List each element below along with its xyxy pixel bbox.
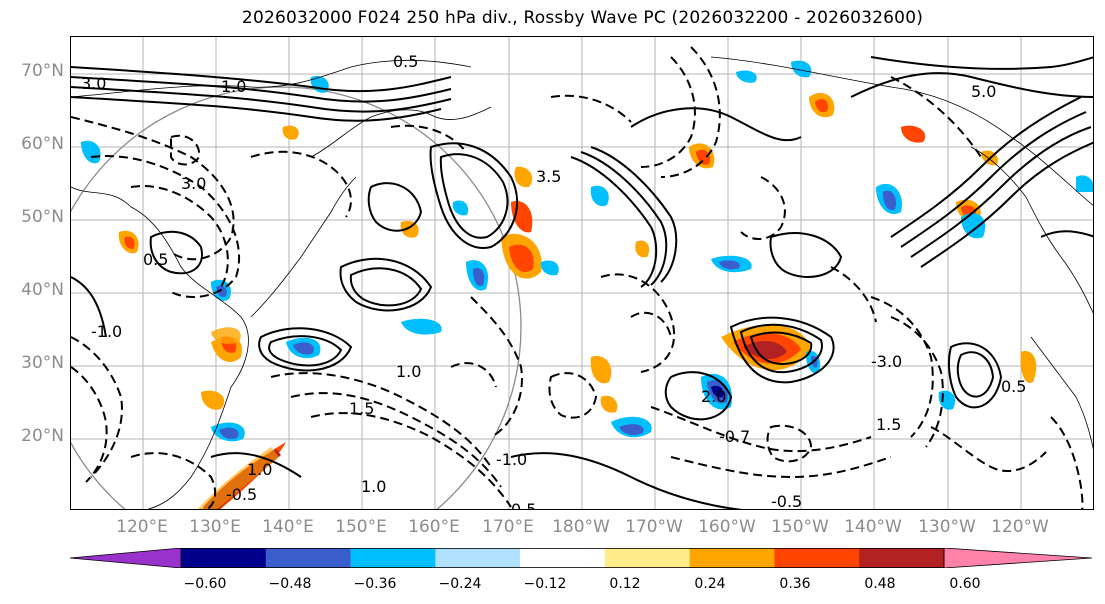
contour-label: 1.0 <box>221 77 246 96</box>
colorbar <box>50 547 1100 572</box>
colorbar-cell <box>774 548 860 568</box>
colorbar-tick: −0.60 <box>183 576 227 592</box>
contour-label: 1.5 <box>349 399 374 418</box>
positive-contours <box>71 56 1093 509</box>
colorbar-tick: 0.48 <box>864 576 896 592</box>
contour-label: -0.5 <box>226 485 257 504</box>
lon-label: 170°W <box>625 517 683 537</box>
lon-label: 150°W <box>771 517 829 537</box>
lat-label-70n: 70°N <box>21 61 64 81</box>
colorbar-tick: −0.36 <box>353 576 397 592</box>
colorbar-cell <box>689 548 775 568</box>
lon-label: 120°E <box>116 517 168 537</box>
contour-label: 3.5 <box>536 167 561 186</box>
lon-label: 160°W <box>698 517 756 537</box>
contour-label: 1.0 <box>361 477 386 496</box>
colorbar-border <box>180 548 945 569</box>
colorbar-tick: −0.24 <box>438 576 482 592</box>
colorbar-cell <box>604 548 691 568</box>
lat-label-50n: 50°N <box>21 207 64 227</box>
map-panel[interactable]: 3.0 1.0 0.5 3.0 0.5 5.0 0.5 -0.5 -1.0 1.… <box>70 36 1094 510</box>
contour-label: -3.0 <box>871 352 902 371</box>
lon-label: 140°E <box>262 517 314 537</box>
lat-label-30n: 30°N <box>21 353 64 373</box>
shaded-divergence <box>118 93 1037 509</box>
contour-label: 1.0 <box>247 460 272 479</box>
lon-label: 150°E <box>335 517 387 537</box>
lon-label: 130°W <box>918 517 976 537</box>
colorbar-cell <box>943 547 1093 569</box>
contour-label: 1.0 <box>396 362 421 381</box>
contour-label: 1.5 <box>876 415 901 434</box>
colorbar-tick: −0.12 <box>523 576 567 592</box>
map-canvas: 3.0 1.0 0.5 3.0 0.5 5.0 0.5 -0.5 -1.0 1.… <box>71 37 1093 510</box>
colorbar-tick: 0.12 <box>609 576 641 592</box>
contour-labels: 3.0 1.0 0.5 3.0 0.5 5.0 0.5 -0.5 -1.0 1.… <box>81 52 1026 510</box>
contour-label: 0.5 <box>393 52 418 71</box>
lon-label: 160°E <box>408 517 460 537</box>
colorbar-cell <box>435 548 521 568</box>
colorbar-cell <box>181 548 267 568</box>
colorbar-tick: 0.60 <box>949 576 981 592</box>
contour-label: 2.0 <box>701 387 726 406</box>
colorbar-cells <box>69 547 1093 569</box>
colorbar-cell <box>69 547 182 569</box>
contour-label: 0.5 <box>143 250 168 269</box>
colorbar-cell <box>350 548 436 568</box>
colorbar-tick: −0.48 <box>268 576 312 592</box>
contour-label: -1.0 <box>496 450 527 469</box>
colorbar-cell <box>520 548 606 568</box>
contour-label: 3.0 <box>81 74 106 93</box>
lat-label-60n: 60°N <box>21 134 64 154</box>
contour-label: 0.5 <box>1001 377 1026 396</box>
colorbar-tick: 0.24 <box>694 576 726 592</box>
reference-circle <box>71 86 522 509</box>
lon-label: 140°W <box>844 517 902 537</box>
contour-label: -1.0 <box>91 322 122 341</box>
contour-label: -0.5 <box>771 492 802 510</box>
lon-label: 170°E <box>482 517 534 537</box>
lat-label-40n: 40°N <box>21 280 64 300</box>
colorbar-cell <box>265 548 352 568</box>
lon-label: 180°W <box>552 517 610 537</box>
colorbar-tick: 0.36 <box>779 576 811 592</box>
contour-label: -0.7 <box>719 427 750 446</box>
negative-contours <box>71 46 1084 509</box>
chart-title: 2026032000 F024 250 hPa div., Rossby Wav… <box>241 8 924 28</box>
lat-label-20n: 20°N <box>21 426 64 446</box>
contour-label: 0.5 <box>511 500 536 510</box>
contour-label: 5.0 <box>971 82 996 101</box>
colorbar-cell <box>859 548 945 568</box>
lon-label: 120°W <box>991 517 1049 537</box>
lon-label: 130°E <box>189 517 241 537</box>
contour-label: 3.0 <box>181 174 206 193</box>
